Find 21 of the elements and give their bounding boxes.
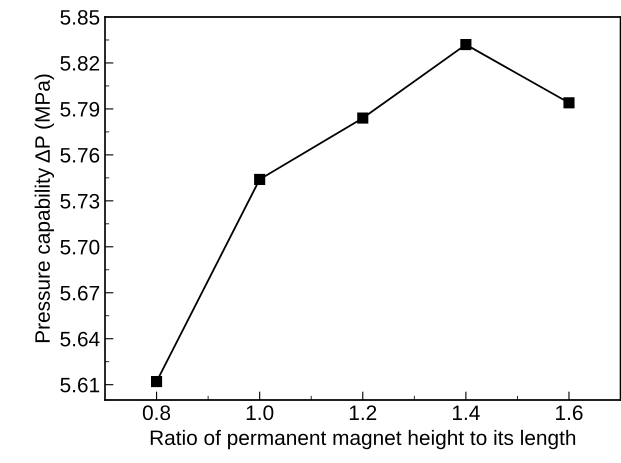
x-tick-label: 1.4	[452, 406, 480, 420]
point	[254, 174, 266, 185]
y-tick-label: 5.64	[60, 332, 100, 346]
point	[151, 376, 162, 388]
x-tick-label: 1.6	[556, 405, 583, 420]
y-tick-label: 5.82	[60, 56, 100, 71]
x-tick-label: 1.0	[246, 405, 274, 420]
x-axis-title: Ratio of permanent magnet height to its length	[150, 430, 576, 450]
point	[357, 112, 368, 124]
y-tick-label: 5.79	[60, 102, 100, 117]
y-tick-label: 5.76	[60, 148, 100, 163]
x-tick-label: 0.8	[142, 405, 170, 420]
y-tick-label: 5.85	[60, 10, 100, 25]
point	[563, 97, 575, 108]
x-tick-label: 1.2	[350, 405, 376, 420]
y-axis-title: Pressure capability ΔP (MPa)	[34, 74, 54, 342]
point	[460, 39, 472, 50]
y-tick-label: 5.73	[60, 194, 100, 209]
y-tick-label: 5.70	[60, 240, 100, 255]
y-tick-label: 5.67	[60, 286, 100, 301]
y-tick-label: 5.61	[60, 378, 100, 392]
